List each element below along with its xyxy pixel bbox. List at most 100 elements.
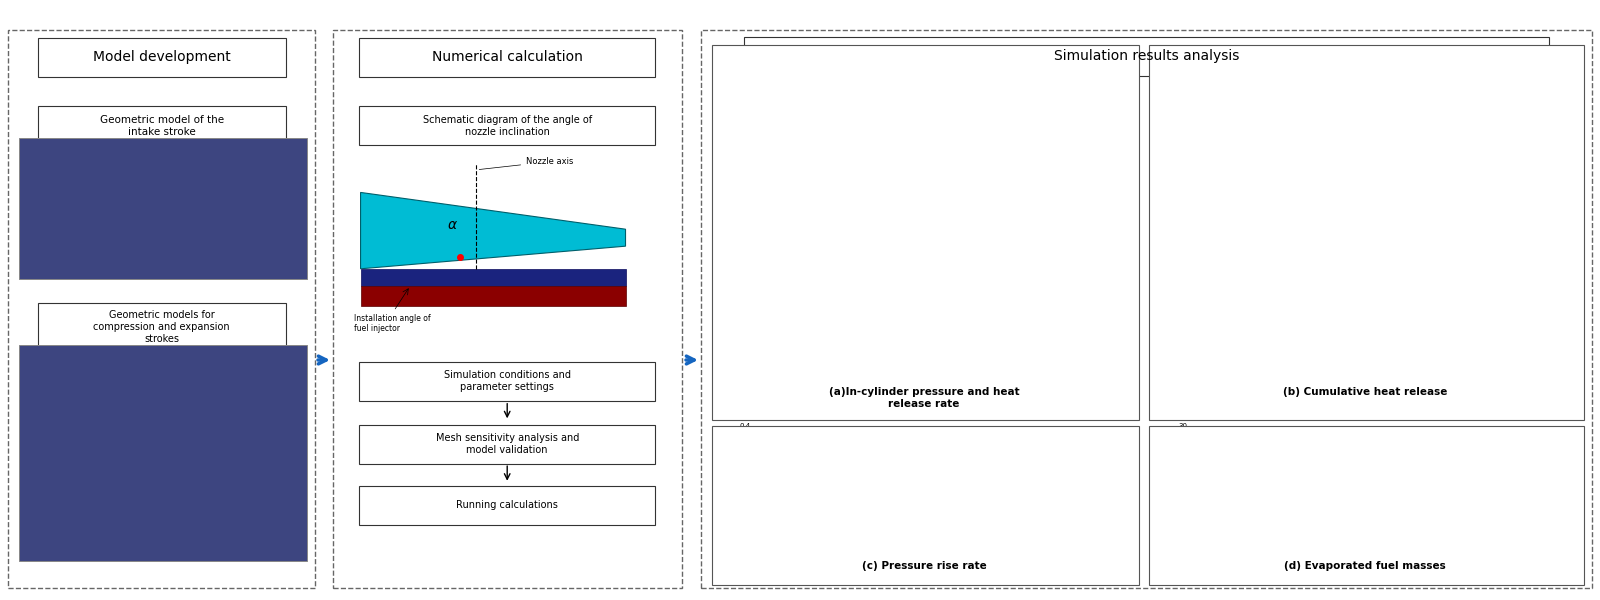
Y-axis label: In-cylinder pressure/(MPa): In-cylinder pressure/(MPa) <box>728 175 734 266</box>
25° <box>750 242 770 250</box>
45° <box>750 242 770 250</box>
Bar <box>358 37 656 76</box>
55° <box>1187 359 1206 367</box>
25° <box>1078 319 1098 326</box>
45° <box>1294 286 1314 293</box>
Text: $\alpha$: $\alpha$ <box>446 218 458 232</box>
65° <box>1515 101 1534 108</box>
55° <box>987 342 1006 349</box>
Bar <box>38 37 285 76</box>
Ellipse shape <box>93 208 266 265</box>
45° <box>1078 496 1098 503</box>
65° <box>790 496 810 503</box>
55° <box>880 216 899 223</box>
Text: Simulation conditions and
parameter settings: Simulation conditions and parameter sett… <box>443 370 571 392</box>
45° <box>1006 352 1026 359</box>
X-axis label: Crank angle/(°CA): Crank angle/(°CA) <box>1326 558 1395 567</box>
55° <box>1394 118 1413 125</box>
45° <box>750 496 770 503</box>
45° <box>790 229 810 236</box>
Line: Injected: Injected <box>1197 430 1525 537</box>
Bar <box>744 37 1549 76</box>
45° <box>1426 102 1445 109</box>
45° <box>990 347 1010 355</box>
25° <box>990 338 1010 345</box>
45° <box>1227 356 1246 363</box>
65° <box>920 445 939 452</box>
Line: 55°: 55° <box>760 166 1088 355</box>
55° <box>990 344 1010 351</box>
25° <box>1424 103 1443 110</box>
55° <box>989 497 1008 505</box>
25° <box>1187 533 1206 541</box>
Text: Schematic diagram of the angle of
nozzle inclination: Schematic diagram of the angle of nozzle… <box>422 115 592 137</box>
Injected <box>1227 499 1246 506</box>
55° <box>1426 437 1445 444</box>
55° <box>1424 105 1443 112</box>
25° <box>957 255 976 262</box>
Text: Model development: Model development <box>93 50 230 64</box>
35° <box>990 497 1010 505</box>
55° <box>790 229 810 236</box>
Bar <box>358 361 656 401</box>
65° <box>1187 359 1206 367</box>
45° <box>858 496 877 503</box>
35° <box>858 237 877 244</box>
65° <box>1426 443 1445 450</box>
65° <box>750 242 770 250</box>
65° <box>880 234 899 241</box>
45° <box>858 227 877 235</box>
55° <box>1424 437 1443 444</box>
35° <box>1317 459 1336 466</box>
35° <box>880 499 899 506</box>
35° <box>1394 442 1413 449</box>
65° <box>1187 533 1206 541</box>
35° <box>1424 104 1443 111</box>
55° <box>1317 286 1336 293</box>
25° <box>858 244 877 251</box>
Line: 35°: 35° <box>1197 104 1525 363</box>
Bar <box>19 138 307 279</box>
Text: (a)In-cylinder pressure and heat
release rate: (a)In-cylinder pressure and heat release… <box>829 387 1019 409</box>
25° <box>990 497 1010 505</box>
65° <box>1394 446 1413 454</box>
35° <box>987 342 1006 349</box>
25° <box>1426 442 1445 449</box>
45° <box>1317 454 1336 461</box>
55° <box>858 238 877 245</box>
65° <box>987 336 1006 343</box>
25° <box>880 233 899 240</box>
65° <box>990 338 1010 346</box>
65° <box>1294 332 1314 339</box>
45° <box>990 497 1010 504</box>
Line: 55°: 55° <box>1197 437 1525 537</box>
55° <box>990 497 1010 505</box>
Polygon shape <box>360 193 626 269</box>
55° <box>1078 319 1098 326</box>
Text: Numerical calculation: Numerical calculation <box>432 50 582 64</box>
Line: 35°: 35° <box>760 161 1088 355</box>
Text: Installation angle of
fuel injector: Installation angle of fuel injector <box>354 314 430 333</box>
Line: 65°: 65° <box>1197 104 1525 363</box>
65° <box>957 258 976 265</box>
25° <box>750 496 770 503</box>
55° <box>949 522 968 529</box>
25° <box>1424 442 1443 449</box>
35° <box>1227 358 1246 365</box>
Text: (d) Evaporated fuel masses: (d) Evaporated fuel masses <box>1283 561 1446 571</box>
25° <box>1394 109 1413 116</box>
Text: Mesh sensitivity analysis and
model validation: Mesh sensitivity analysis and model vali… <box>435 433 579 455</box>
35° <box>790 496 810 503</box>
Bar <box>358 486 656 524</box>
55° <box>1010 352 1029 359</box>
55° <box>957 273 976 280</box>
35° <box>858 496 877 503</box>
65° <box>990 498 1010 505</box>
Bar <box>38 303 285 351</box>
45° <box>1187 359 1206 366</box>
Legend: 25°, 35°, 45°, 55°, 65°: 25°, 35°, 45°, 55°, 65° <box>763 81 797 125</box>
25° <box>1426 103 1445 110</box>
Line: 65°: 65° <box>1197 441 1525 537</box>
Bar <box>701 30 1592 588</box>
45° <box>1317 222 1336 229</box>
